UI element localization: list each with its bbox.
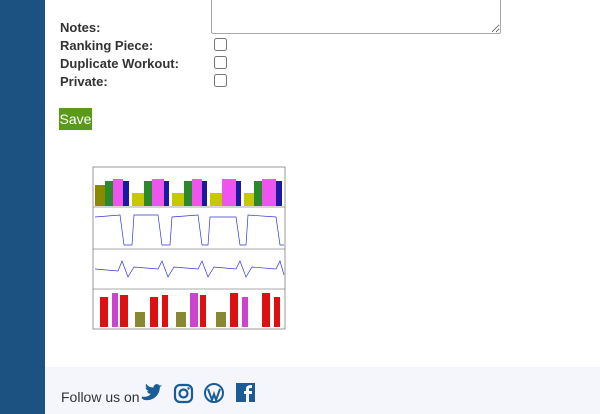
instagram-icon[interactable]	[173, 383, 194, 404]
footer: Follow us on	[45, 367, 600, 414]
twitter-icon[interactable]	[141, 383, 162, 401]
field-label: Notes:	[60, 20, 101, 35]
checkbox[interactable]	[214, 56, 227, 69]
sidebar	[0, 0, 45, 414]
hr-zones	[95, 179, 282, 206]
power-bars	[100, 293, 280, 327]
spm-line	[94, 260, 285, 278]
field-label: Duplicate Workout:	[60, 56, 179, 71]
save-button[interactable]: Save	[59, 108, 92, 130]
field-label: Private:	[60, 74, 108, 89]
follow-text: Follow us on	[61, 389, 140, 405]
checkbox[interactable]	[214, 74, 227, 87]
pace-line	[94, 214, 284, 246]
facebook-icon[interactable]	[236, 383, 255, 402]
field-label: Ranking Piece:	[60, 38, 154, 53]
wordpress-icon[interactable]	[204, 383, 224, 404]
workout-chart-image[interactable]	[80, 157, 292, 337]
notes-textarea[interactable]	[211, 0, 501, 34]
checkbox[interactable]	[214, 38, 227, 51]
social-icons	[141, 383, 255, 404]
